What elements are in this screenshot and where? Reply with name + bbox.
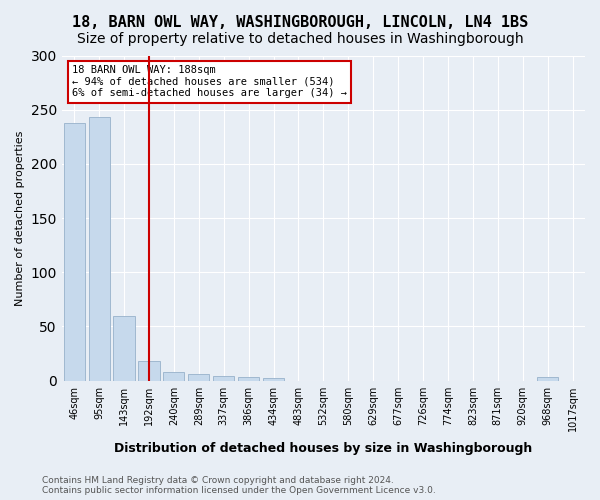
Text: 18, BARN OWL WAY, WASHINGBOROUGH, LINCOLN, LN4 1BS: 18, BARN OWL WAY, WASHINGBOROUGH, LINCOL… bbox=[72, 15, 528, 30]
Bar bbox=[64, 122, 85, 380]
Bar bbox=[89, 118, 110, 380]
Text: 18 BARN OWL WAY: 188sqm
← 94% of detached houses are smaller (534)
6% of semi-de: 18 BARN OWL WAY: 188sqm ← 94% of detache… bbox=[72, 66, 347, 98]
Y-axis label: Number of detached properties: Number of detached properties bbox=[15, 130, 25, 306]
Bar bbox=[537, 378, 558, 380]
Bar bbox=[139, 361, 160, 380]
Bar bbox=[213, 376, 235, 380]
Bar bbox=[263, 378, 284, 380]
Bar bbox=[163, 372, 184, 380]
Bar bbox=[238, 378, 259, 380]
Bar bbox=[113, 316, 134, 380]
Text: Contains HM Land Registry data © Crown copyright and database right 2024.
Contai: Contains HM Land Registry data © Crown c… bbox=[42, 476, 436, 495]
X-axis label: Distribution of detached houses by size in Washingborough: Distribution of detached houses by size … bbox=[114, 442, 533, 455]
Bar bbox=[188, 374, 209, 380]
Text: Size of property relative to detached houses in Washingborough: Size of property relative to detached ho… bbox=[77, 32, 523, 46]
